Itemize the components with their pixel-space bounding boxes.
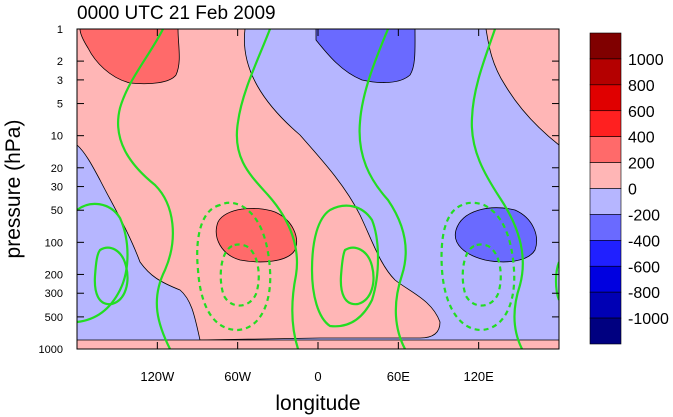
y-tick-label: 2 [57,56,63,68]
colorbar-box [589,265,622,293]
colorbar-label: -1000 [628,311,669,328]
contour-solid-center-inner [339,246,375,306]
colorbar-label: 800 [628,78,655,95]
contour-solid-3 [358,29,407,349]
y-tick-label: 30 [51,182,63,194]
y-tick-label: 1000 [39,344,63,356]
colorbar-box [589,110,622,137]
colorbar-label: -200 [628,207,660,224]
y-tick-label: 1 [57,24,63,36]
y-axis: 1 2 3 5 10 20 30 50 100 200 300 500 1000 [39,24,559,356]
negative-cell-top-center [315,29,416,83]
colorbar-box [589,214,622,241]
chart-title: 0000 UTC 21 Feb 2009 [77,3,276,24]
colorbar-box [589,32,622,60]
colorbar-label: -400 [628,233,660,250]
line-contour-layer [77,29,559,349]
contour-solid-4 [470,29,524,349]
colorbar: 1000 800 600 400 200 0 -200 -400 -600 -800 -1000 [589,32,669,345]
colorbar-label: 1000 [628,52,664,69]
contour-dashed-120e-inner [461,243,502,307]
y-tick-label: 5 [57,99,63,111]
colorbar-label: -600 [628,259,660,276]
contour-dashed-60w-inner [219,243,260,307]
colorbar-box [589,136,622,163]
colorbar-box [589,84,622,112]
negative-cell-120e [454,207,537,263]
colorbar-box [589,240,622,267]
colorbar-box [589,291,622,319]
colorbar-label: 0 [628,182,637,199]
colorbar-label: 200 [628,156,655,173]
contour-dashed-120e-outer [440,201,516,332]
x-tick-label: 120W [140,369,175,384]
x-tick-label: 0 [314,369,321,384]
positive-cell-60w [215,207,297,263]
contour-solid-1 [117,29,174,349]
colorbar-box [589,162,622,189]
y-axis-title: pressure (hPa) [2,120,25,259]
colorbar-box [589,317,622,345]
colorbar-box [589,188,622,215]
x-tick-label: 60W [224,369,251,384]
contour-solid-left-cell [77,202,129,324]
x-tick-label: 120E [463,369,494,384]
y-tick-label: 200 [45,269,63,281]
positive-region-right-top [415,29,559,146]
y-tick-label: 10 [51,131,63,143]
contour-solid-center-cell [310,204,380,328]
colorbar-box [589,58,622,86]
y-tick-label: 20 [51,163,63,175]
contour-solid-right-edge [554,261,559,301]
y-tick-label: 50 [51,205,63,217]
x-tick-label: 60E [387,369,410,384]
y-tick-label: 100 [45,237,63,249]
x-axis: 120W 60W 0 60E 120E [140,29,494,384]
y-tick-label: 3 [57,75,63,87]
y-tick-label: 300 [45,288,63,300]
contour-solid-2 [235,29,300,349]
x-axis-title: longitude [275,392,360,415]
contour-solid-left-inner [93,246,129,306]
colorbar-label: 400 [628,130,655,147]
colorbar-label: 600 [628,104,655,121]
y-tick-label: 500 [45,312,63,324]
colorbar-label: -800 [628,285,660,302]
dashed-contour-layer [196,201,516,332]
shading-layer [77,29,559,349]
